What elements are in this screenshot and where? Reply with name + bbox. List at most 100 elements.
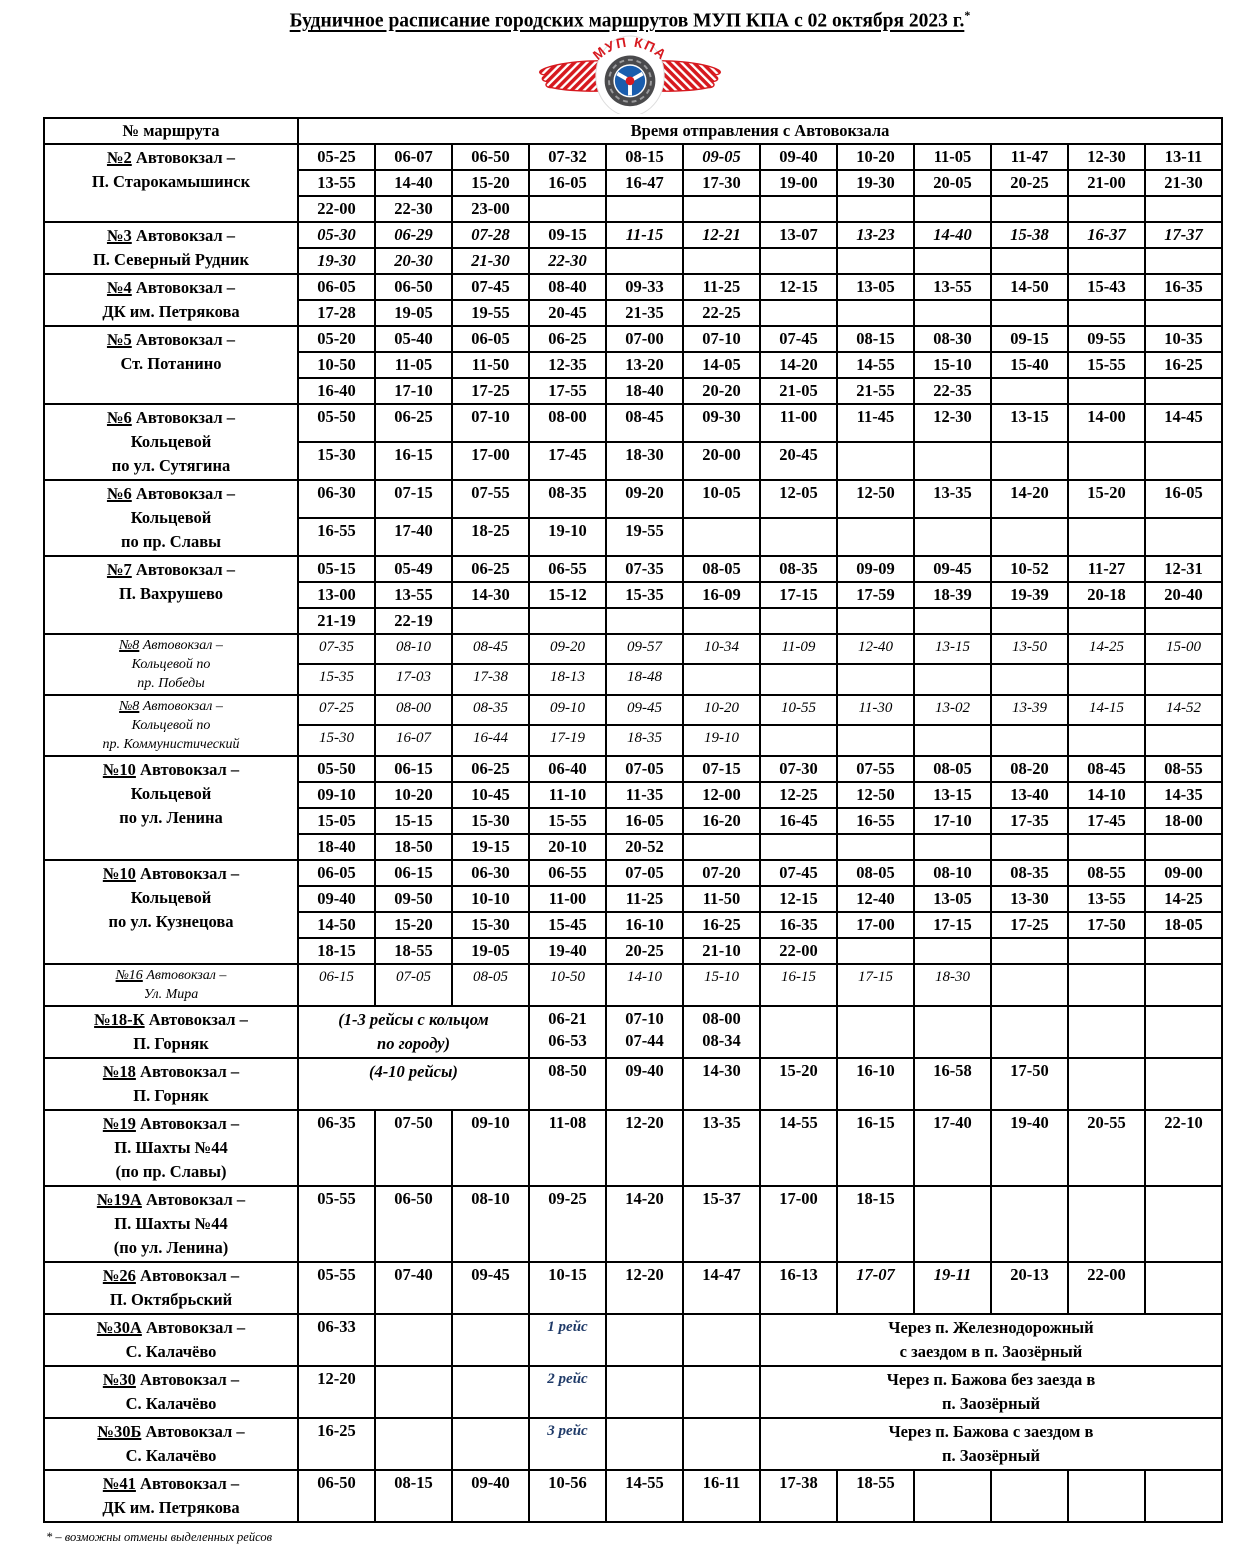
route-row: №18-К Автовокзал – П. Горняк (1-3 рейсы с … (43, 1004, 1223, 1059)
empty-cell (605, 1312, 684, 1367)
time-cell: 17-00 (836, 910, 915, 939)
empty-cell (990, 440, 1069, 481)
time-cell: 20-55 (1067, 1108, 1146, 1187)
time-cell: 16-35 (1144, 272, 1223, 301)
empty-cell (605, 246, 684, 275)
empty-cell (1144, 376, 1223, 405)
empty-cell (913, 1468, 992, 1523)
time-cell: 15-10 (913, 350, 992, 379)
time-cell: 13-11 (1144, 142, 1223, 171)
time-cell: 09-10 (451, 1108, 530, 1187)
time-cell: 20-45 (528, 298, 607, 327)
time-cell: 22-30 (528, 246, 607, 275)
time-cell: 14-47 (682, 1260, 761, 1315)
empty-cell (374, 1416, 453, 1471)
time-cell: 18-13 (528, 663, 607, 696)
time-cell: 09-45 (605, 693, 684, 726)
time-cell: 17-45 (1067, 806, 1146, 835)
time-cell: 14-55 (759, 1108, 838, 1187)
time-cell: 13-35 (913, 478, 992, 519)
time-cell: 15-20 (451, 168, 530, 197)
time-cell: 18-40 (297, 832, 376, 861)
time-cell: 08-35 (528, 478, 607, 519)
route-row: 21-19 22-19 (44, 606, 1223, 635)
schedule-table: № маршрута Время отправления с Автовокза… (43, 116, 1223, 1523)
route-name-cell: №4 Автовокзал – ДК им. Петрякова (43, 272, 299, 327)
time-cell: 16-10 (605, 910, 684, 939)
time-cell: 19-15 (451, 832, 530, 861)
route-name-cell: №10 Автовокзал – Кольцевой по ул. Кузнецов… (43, 858, 299, 965)
route-number: №6 (106, 407, 132, 427)
empty-cell (451, 606, 530, 635)
route-number: №30А (96, 1317, 142, 1337)
time-cell: 16-15 (374, 440, 453, 481)
time-cell: 15-10 (682, 962, 761, 1007)
time-cell: 11-25 (682, 272, 761, 301)
time-cell: 07-35 (297, 632, 376, 665)
time-cell: 14-10 (1067, 780, 1146, 809)
time-cell: 19-30 (836, 168, 915, 197)
time-cell: 16-55 (297, 516, 376, 557)
route-name-cell: №30А Автовокзал – С. Калачёво (43, 1312, 299, 1367)
info-cell: Через п. Бажова с заездом в п. Заозёрный (759, 1416, 1223, 1471)
empty-cell (836, 724, 915, 757)
time-cell: 15-37 (682, 1184, 761, 1263)
time-cell: 21-35 (605, 298, 684, 327)
empty-cell (990, 936, 1069, 965)
time-cell: 08-55 (1144, 754, 1223, 783)
route-number: №30Б (97, 1421, 142, 1441)
time-cell: 22-00 (759, 936, 838, 965)
time-cell: 13-07 (759, 220, 838, 249)
time-cell: 12-00 (682, 780, 761, 809)
time-cell: 20-45 (759, 440, 838, 481)
time-cell: 16-05 (605, 806, 684, 835)
route-name-cell: №30 Автовокзал – С. Калачёво (43, 1364, 299, 1419)
time-cell: 06-15 (374, 858, 453, 887)
time-cell: 08-35 (990, 858, 1069, 887)
time-cell: 17-07 (836, 1260, 915, 1315)
footnote: * – возможны отмены выделенных рейсов (46, 1529, 273, 1544)
empty-cell (1144, 962, 1223, 1007)
empty-cell (990, 1004, 1069, 1059)
time-cell: 21-00 (1067, 168, 1146, 197)
time-cell: 19-30 (297, 246, 376, 275)
time-cell: 09-40 (759, 142, 838, 171)
time-cell: 07-15 (374, 478, 453, 519)
time-cell: 14-30 (682, 1056, 761, 1111)
empty-cell (990, 1184, 1069, 1263)
time-cell: 06-33 (297, 1312, 376, 1367)
time-cell: 17-00 (759, 1184, 838, 1263)
empty-cell (913, 663, 992, 696)
time-cell: 23-00 (451, 194, 530, 223)
time-cell: 06-05 (451, 324, 530, 353)
empty-cell (605, 194, 684, 223)
time-cell: 16-09 (682, 580, 761, 609)
time-cell: 09-45 (451, 1260, 530, 1315)
time-cell: 20-18 (1067, 580, 1146, 609)
time-cell: 18-30 (913, 962, 992, 1007)
time-cell: 06-50 (374, 272, 453, 301)
time-cell: 13-20 (605, 350, 684, 379)
route-name-cell: №7 Автовокзал – П. Вахрушево (43, 554, 299, 635)
time-cell: 09-33 (605, 272, 684, 301)
empty-cell (605, 606, 684, 635)
time-cell: 14-45 (1144, 402, 1223, 443)
time-cell: 10-05 (682, 478, 761, 519)
time-cell: 06-25 (451, 554, 530, 583)
empty-cell (836, 832, 915, 861)
empty-cell (990, 663, 1069, 696)
time-cell: 05-25 (297, 142, 376, 171)
time-cell: 16-25 (1144, 350, 1223, 379)
route-row: №30 Автовокзал – С. Калачёво 12-20 2 рейс Че… (43, 1364, 1223, 1419)
time-cell: 16-05 (1144, 478, 1223, 519)
route-row: №8 Автовокзал – Кольцевой по пр. Победы 07-… (43, 632, 1223, 696)
time-cell: 13-30 (990, 884, 1069, 913)
time-cell: 14-25 (1144, 884, 1223, 913)
time-cell: 08-15 (836, 324, 915, 353)
empty-cell (682, 606, 761, 635)
time-cell: 19-55 (451, 298, 530, 327)
empty-cell (913, 516, 992, 557)
empty-cell (1067, 298, 1146, 327)
empty-cell (1067, 962, 1146, 1007)
route-number: №19 (102, 1113, 136, 1133)
